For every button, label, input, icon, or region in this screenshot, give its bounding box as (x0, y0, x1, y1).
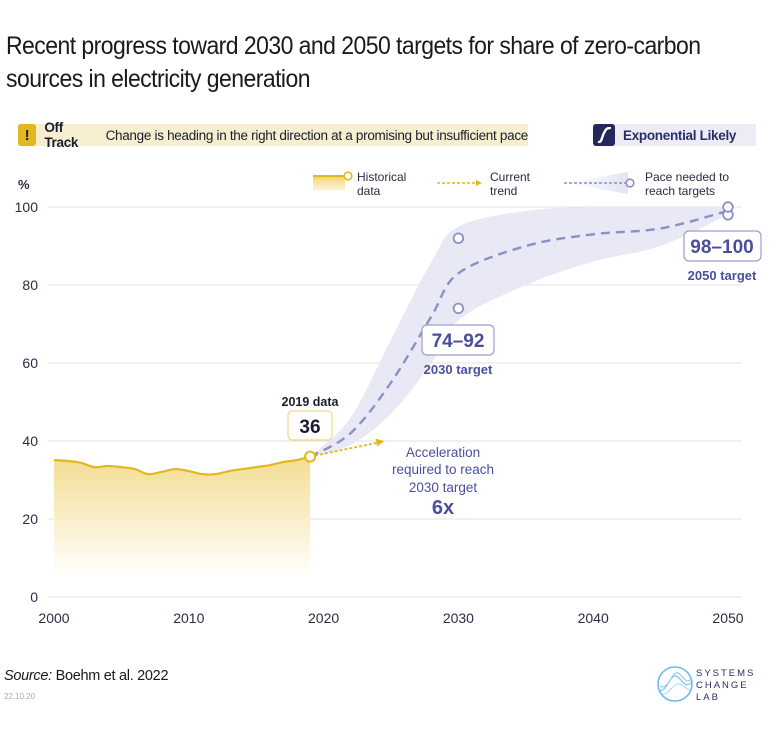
chart-title: Recent progress toward 2030 and 2050 tar… (6, 32, 701, 93)
y-tick-label: 40 (22, 433, 38, 449)
logo-line-1: SYSTEMS (696, 668, 756, 679)
logo-globe-icon (657, 666, 693, 702)
y-tick-label: 0 (30, 589, 38, 605)
legend-trend-line1: Current (490, 170, 531, 184)
logo-line-2: CHANGE (696, 680, 749, 691)
target-2050-box (683, 230, 762, 262)
target-2030-box (421, 324, 495, 356)
target-2030-label: 2030 target (424, 362, 493, 377)
legend-pace-line2: reach targets (645, 184, 715, 198)
y-tick-label: 20 (22, 511, 38, 527)
target-2050-label: 2050 target (688, 268, 757, 283)
trajectory-badge: Exponential Likely (593, 124, 756, 146)
source-prefix: Source: (4, 668, 52, 684)
historical-area (54, 456, 311, 577)
status-label: Off Track (44, 120, 79, 150)
x-axis-ticks: 2000 2010 2020 2030 2040 2050 (38, 610, 743, 626)
status-badge: ! Off Track Change is heading in the rig… (18, 120, 529, 150)
y-tick-label: 60 (22, 355, 38, 371)
value-box-2019 (287, 410, 333, 441)
x-tick-label: 2010 (173, 610, 204, 626)
historical-line (53, 455, 311, 476)
acceleration-line1: Acceleration (406, 445, 480, 460)
x-tick-label: 2000 (38, 610, 69, 626)
y-axis-ticks: 0 20 40 60 80 100 (15, 199, 39, 605)
legend-historical: Historical data (313, 170, 406, 198)
legend: Historical data Current trend Pace neede… (313, 170, 729, 198)
label-2019-data: 2019 data (282, 395, 340, 409)
legend-pace-needed: Pace needed to reach targets (564, 170, 729, 198)
pace-line (309, 209, 729, 458)
trend-arrowhead (375, 438, 385, 447)
trajectory-label: Exponential Likely (623, 127, 737, 143)
exclamation-icon: ! (18, 124, 37, 146)
value-2019: 36 (299, 417, 320, 438)
y-axis-label: % (18, 177, 30, 192)
acceleration-note: Acceleration required to reach 2030 targ… (392, 445, 494, 519)
status-description: Change is heading in the right direction… (105, 127, 529, 143)
point-2019 (304, 450, 317, 463)
acceleration-line3: 2030 target (409, 480, 478, 495)
x-tick-label: 2020 (308, 610, 339, 626)
legend-historical-line2: data (357, 184, 381, 198)
target-point-2030 (452, 302, 465, 315)
acceleration-value: 6x (432, 497, 454, 519)
logo-line-3: LAB (696, 692, 720, 703)
date-stamp: 22.10.20 (4, 692, 36, 701)
source-text: Boehm et al. 2022 (55, 668, 169, 684)
x-tick-label: 2040 (578, 610, 609, 626)
legend-trend-line2: trend (490, 184, 517, 198)
trend-line (309, 441, 379, 458)
x-tick-label: 2050 (712, 610, 743, 626)
y-tick-label: 100 (15, 199, 39, 215)
current-trend (309, 438, 385, 458)
systems-change-lab-logo: SYSTEMS CHANGE LAB (656, 664, 776, 708)
target-point-2030 (452, 232, 465, 244)
s-curve-icon (593, 124, 615, 146)
legend-historical-line1: Historical (357, 170, 406, 184)
acceleration-line2: required to reach (392, 462, 494, 477)
legend-pace-line1: Pace needed to (645, 170, 729, 184)
target-2030-value: 74–92 (432, 331, 485, 352)
x-tick-label: 2030 (443, 610, 474, 626)
source-note: Source: Boehm et al. 2022 (4, 668, 169, 684)
target-2050-value: 98–100 (690, 237, 753, 258)
target-point-2050 (722, 201, 734, 213)
legend-current-trend: Current trend (437, 170, 531, 198)
y-tick-label: 80 (22, 277, 38, 293)
target-markers (452, 201, 734, 315)
pace-band (310, 206, 728, 457)
